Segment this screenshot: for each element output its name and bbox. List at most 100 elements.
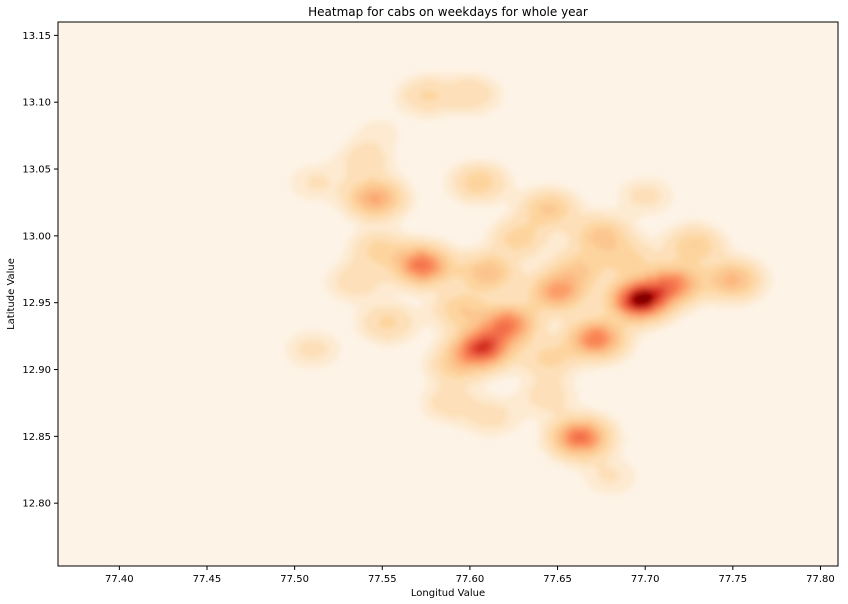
density-cell [637, 208, 641, 212]
density-cell [487, 259, 491, 263]
density-cell [505, 274, 509, 278]
density-cell [640, 229, 644, 233]
density-cell [475, 172, 479, 176]
density-cell [580, 211, 584, 215]
density-cell [421, 103, 425, 107]
density-cell [745, 268, 749, 272]
density-cell [466, 160, 470, 164]
density-cell [472, 268, 476, 272]
density-cell [562, 262, 566, 266]
density-cell [703, 247, 707, 251]
density-cell [472, 178, 476, 182]
density-cell [457, 100, 461, 104]
density-cell [556, 190, 560, 194]
density-cell [376, 148, 380, 152]
density-cell [574, 229, 578, 233]
density-cell [760, 262, 764, 266]
density-cell [364, 178, 368, 182]
density-cell [349, 265, 353, 269]
density-cell [421, 238, 425, 242]
density-cell [397, 280, 401, 284]
density-cell [343, 166, 347, 170]
density-cell [379, 250, 383, 254]
density-cell [466, 253, 470, 257]
density-cell [337, 190, 341, 194]
density-cell [592, 250, 596, 254]
density-cell [553, 259, 557, 263]
density-cell [403, 265, 407, 269]
density-cell [760, 265, 764, 269]
density-cell [721, 238, 725, 242]
density-cell [391, 184, 395, 188]
density-cell [370, 211, 374, 215]
density-cell [466, 100, 470, 104]
density-cell [409, 271, 413, 275]
density-cell [418, 79, 422, 83]
density-cell [535, 229, 539, 233]
density-cell [529, 253, 533, 257]
density-cell [415, 76, 419, 80]
density-cell [646, 253, 650, 257]
density-cell [667, 199, 671, 203]
density-cell [640, 250, 644, 254]
density-cell [529, 265, 533, 269]
density-cell [343, 169, 347, 173]
density-cell [496, 82, 500, 86]
density-cell [724, 238, 728, 242]
density-cell [439, 277, 443, 281]
density-cell [469, 100, 473, 104]
density-cell [700, 265, 704, 269]
density-cell [592, 265, 596, 269]
density-cell [580, 226, 584, 230]
density-cell [469, 169, 473, 173]
density-cell [481, 100, 485, 104]
density-cell [679, 256, 683, 260]
density-cell [370, 157, 374, 161]
density-cell [409, 82, 413, 86]
density-cell [451, 184, 455, 188]
density-cell [517, 199, 521, 203]
density-cell [520, 238, 524, 242]
density-cell [583, 229, 587, 233]
density-cell [397, 259, 401, 263]
density-cell [538, 193, 542, 197]
density-cell [529, 205, 533, 209]
density-cell [583, 241, 587, 245]
density-cell [568, 256, 572, 260]
density-cell [676, 274, 680, 278]
density-cell [400, 268, 404, 272]
density-cell [694, 226, 698, 230]
density-cell [721, 259, 725, 263]
density-cell [616, 232, 620, 236]
density-cell [481, 256, 485, 260]
density-cell [427, 79, 431, 83]
density-cell [685, 256, 689, 260]
density-cell [340, 172, 344, 176]
density-cell [490, 85, 494, 89]
density-cell [319, 166, 323, 170]
density-cell [472, 82, 476, 86]
density-cell [463, 265, 467, 269]
density-cell [382, 184, 386, 188]
density-cell [640, 253, 644, 257]
density-cell [328, 175, 332, 179]
density-cell [337, 178, 341, 182]
density-cell [616, 271, 620, 275]
density-cell [343, 175, 347, 179]
density-cell [511, 181, 515, 185]
density-cell [622, 196, 626, 200]
density-cell [673, 262, 677, 266]
density-cell [565, 271, 569, 275]
density-cell [382, 232, 386, 236]
density-cell [520, 244, 524, 248]
density-cell [616, 265, 620, 269]
density-cell [565, 274, 569, 278]
density-cell [388, 268, 392, 272]
density-cell [394, 238, 398, 242]
density-cell [349, 271, 353, 275]
density-cell [355, 223, 359, 227]
density-cell [340, 205, 344, 209]
density-cell [694, 259, 698, 263]
density-cell [577, 226, 581, 230]
density-cell [664, 250, 668, 254]
